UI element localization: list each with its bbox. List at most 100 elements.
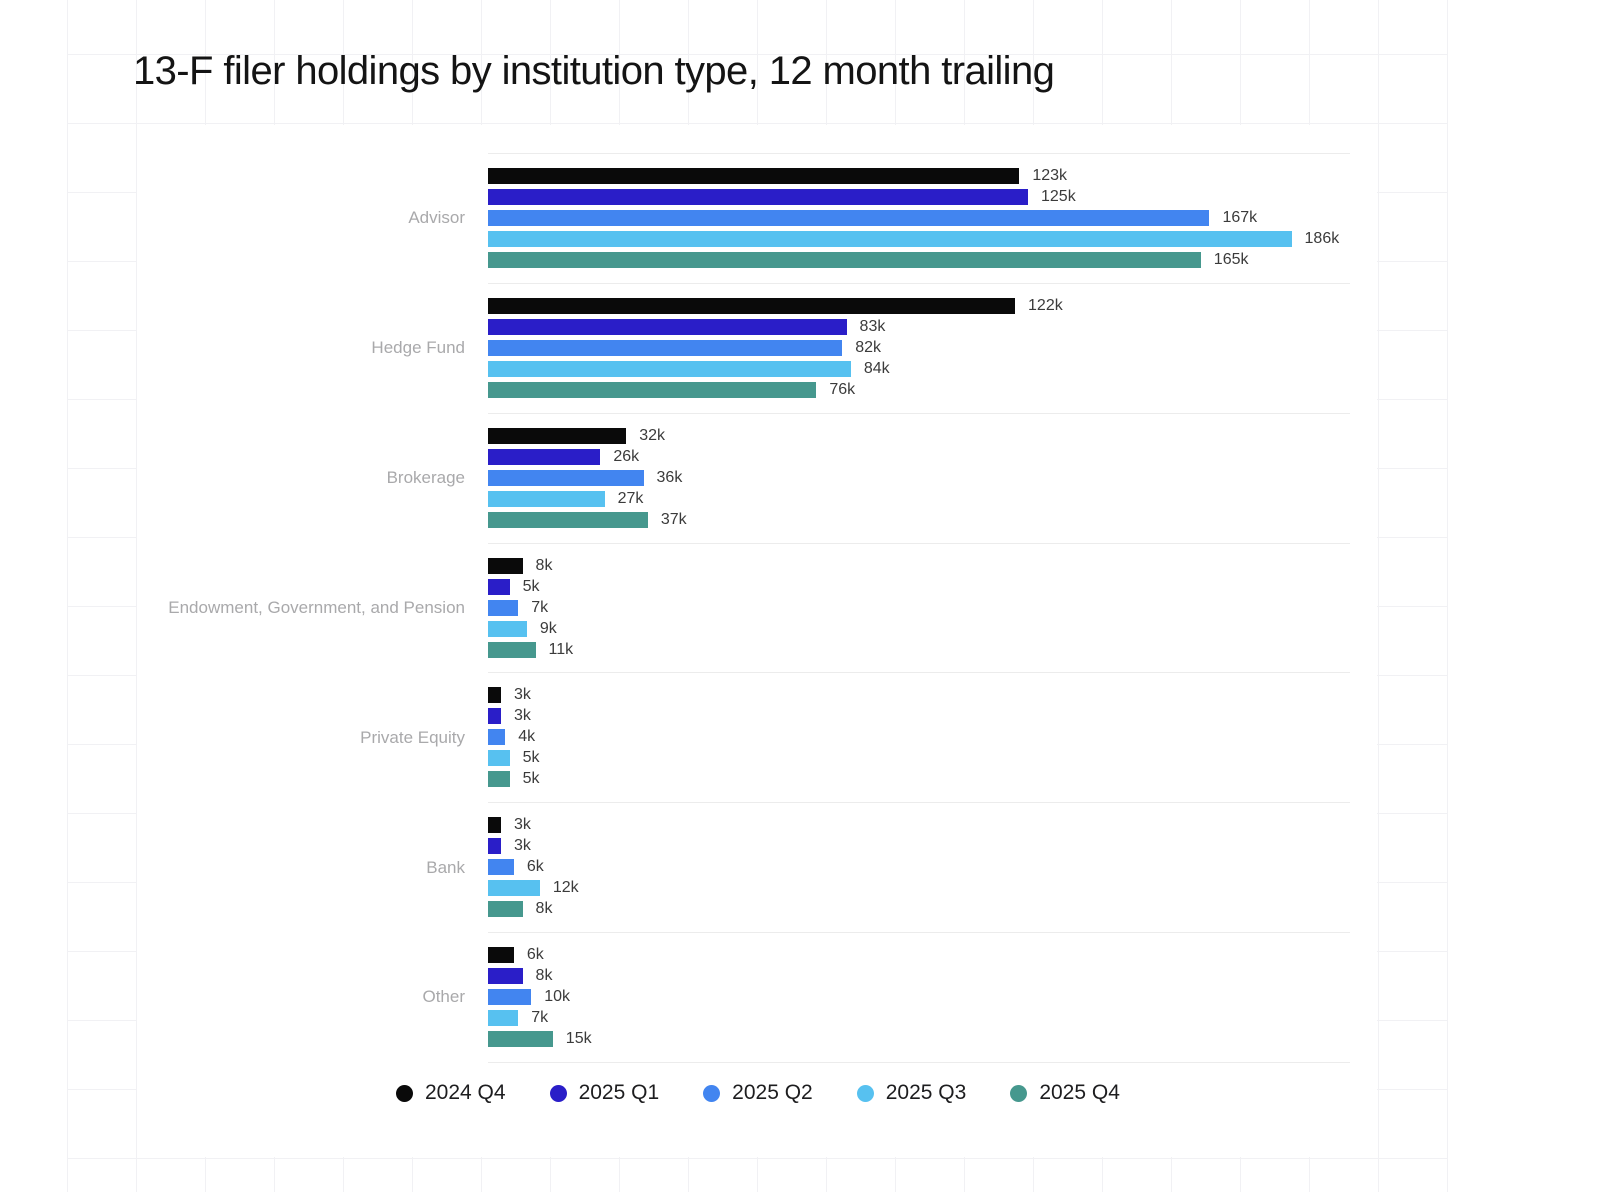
- bar-value-label: 37k: [660, 510, 687, 528]
- category-label: Endowment, Government, and Pension: [168, 597, 465, 617]
- bar-row: 11k: [488, 641, 1350, 658]
- bar-2025-q1[interactable]: [488, 838, 501, 855]
- bar-2025-q2[interactable]: [488, 469, 644, 486]
- legend-label: 2025 Q1: [578, 1081, 660, 1104]
- category-bars: 6k 8k 10k 7k 15k: [488, 932, 1350, 1062]
- bar-2025-q3[interactable]: [488, 620, 527, 637]
- chart-legend: 2024 Q4 2025 Q1 2025 Q2 2025 Q3 2025 Q4: [396, 1081, 1120, 1105]
- bar-2025-q3[interactable]: [488, 490, 605, 507]
- legend-swatch-icon: [703, 1084, 721, 1102]
- bar-2024-q4[interactable]: [488, 168, 1020, 184]
- bar-row: 5k: [488, 749, 1350, 767]
- bar-row: 3k: [488, 686, 1350, 704]
- bar-value-label: 12k: [552, 879, 579, 897]
- bar-2025-q3[interactable]: [488, 231, 1292, 247]
- bar-2025-q4[interactable]: [488, 901, 523, 918]
- category-group: Advisor 123k 125k 167k 186k 165k: [137, 153, 1377, 283]
- bar-row: 5k: [488, 770, 1350, 788]
- bar-row: 125k: [488, 188, 1350, 205]
- bar-2025-q4[interactable]: [488, 1031, 553, 1048]
- bar-2024-q4[interactable]: [488, 817, 501, 834]
- bar-value-label: 5k: [522, 770, 540, 788]
- legend-label: 2025 Q3: [885, 1081, 967, 1104]
- bar-row: 32k: [488, 427, 1350, 444]
- bar-2025-q3[interactable]: [488, 750, 510, 767]
- bar-2025-q1[interactable]: [488, 968, 523, 985]
- bar-2025-q2[interactable]: [488, 599, 519, 616]
- bar-2025-q3[interactable]: [488, 880, 540, 897]
- bar-2025-q2[interactable]: [488, 989, 532, 1006]
- bar-value-label: 3k: [513, 837, 531, 855]
- bar-value-label: 6k: [526, 946, 544, 964]
- bar-2025-q2[interactable]: [488, 859, 514, 876]
- bar-value-label: 76k: [829, 380, 856, 398]
- bar-2024-q4[interactable]: [488, 297, 1016, 314]
- bar-2025-q4[interactable]: [488, 771, 510, 788]
- bar-2025-q2[interactable]: [488, 729, 506, 746]
- bar-row: 3k: [488, 816, 1350, 834]
- chart-panel: Advisor 123k 125k 167k 186k 165k Hedge Fund 122…: [137, 125, 1377, 1157]
- category-group: Brokerage 32k 26k 36k 27k 37k: [137, 412, 1377, 543]
- chart-groups: Advisor 123k 125k 167k 186k 165k Hedge Fund 122…: [137, 153, 1377, 1063]
- bar-2025-q3[interactable]: [488, 1010, 519, 1027]
- bar-row: 26k: [488, 448, 1350, 465]
- bar-2025-q1[interactable]: [488, 578, 510, 595]
- bar-row: 186k: [488, 230, 1350, 247]
- bar-row: 8k: [488, 967, 1350, 985]
- legend-label: 2025 Q4: [1039, 1081, 1120, 1104]
- bar-value-label: 8k: [535, 556, 553, 574]
- bar-value-label: 3k: [513, 686, 531, 704]
- bar-2025-q3[interactable]: [488, 360, 851, 377]
- category-group: Private Equity 3k 3k 4k 5k 5k: [137, 672, 1377, 802]
- bar-2025-q4[interactable]: [488, 381, 817, 398]
- bar-2025-q1[interactable]: [488, 708, 501, 725]
- bar-row: 76k: [488, 380, 1350, 398]
- legend-item-2025-q3[interactable]: 2025 Q3: [856, 1081, 967, 1105]
- bar-row: 83k: [488, 317, 1350, 335]
- category-bars: 32k 26k 36k 27k 37k: [488, 412, 1350, 543]
- bar-2024-q4[interactable]: [488, 947, 514, 964]
- bar-value-label: 165k: [1213, 251, 1249, 268]
- bar-2025-q4[interactable]: [488, 252, 1201, 268]
- bar-value-label: 84k: [863, 359, 890, 377]
- bar-row: 82k: [488, 339, 1350, 356]
- category-label: Advisor: [408, 208, 465, 228]
- bar-row: 5k: [488, 577, 1350, 595]
- bar-2024-q4[interactable]: [488, 687, 501, 704]
- legend-item-2025-q4[interactable]: 2025 Q4: [1010, 1081, 1120, 1105]
- bar-value-label: 5k: [522, 577, 540, 595]
- bar-value-label: 6k: [526, 858, 544, 876]
- bar-row: 7k: [488, 1009, 1350, 1027]
- legend-item-2024-q4[interactable]: 2024 Q4: [396, 1081, 506, 1105]
- bar-row: 36k: [488, 469, 1350, 486]
- bar-value-label: 9k: [539, 619, 557, 637]
- legend-swatch-icon: [856, 1084, 874, 1102]
- legend-item-2025-q2[interactable]: 2025 Q2: [703, 1081, 813, 1105]
- bar-2024-q4[interactable]: [488, 427, 627, 444]
- bar-2025-q4[interactable]: [488, 641, 536, 658]
- bar-2024-q4[interactable]: [488, 557, 523, 574]
- bar-value-label: 8k: [535, 900, 553, 918]
- category-label: Private Equity: [360, 727, 465, 747]
- bar-2025-q1[interactable]: [488, 189, 1028, 205]
- bar-2025-q1[interactable]: [488, 318, 847, 335]
- bar-2025-q4[interactable]: [488, 511, 648, 528]
- bar-2025-q2[interactable]: [488, 210, 1210, 226]
- bar-2025-q1[interactable]: [488, 448, 601, 465]
- legend-swatch-icon: [549, 1084, 567, 1102]
- bar-value-label: 83k: [859, 317, 886, 335]
- bar-row: 84k: [488, 359, 1350, 377]
- bar-value-label: 27k: [617, 489, 644, 507]
- bar-row: 8k: [488, 556, 1350, 574]
- legend-swatch-icon: [396, 1084, 413, 1102]
- bar-value-label: 186k: [1304, 230, 1340, 247]
- bar-2025-q2[interactable]: [488, 339, 843, 356]
- legend-item-2025-q1[interactable]: 2025 Q1: [549, 1081, 660, 1105]
- bar-row: 167k: [488, 209, 1350, 226]
- bar-value-label: 7k: [531, 598, 549, 616]
- bar-row: 3k: [488, 707, 1350, 725]
- bar-row: 123k: [488, 167, 1350, 184]
- bar-value-label: 3k: [513, 707, 531, 725]
- category-label: Brokerage: [386, 467, 465, 487]
- bar-row: 4k: [488, 728, 1350, 746]
